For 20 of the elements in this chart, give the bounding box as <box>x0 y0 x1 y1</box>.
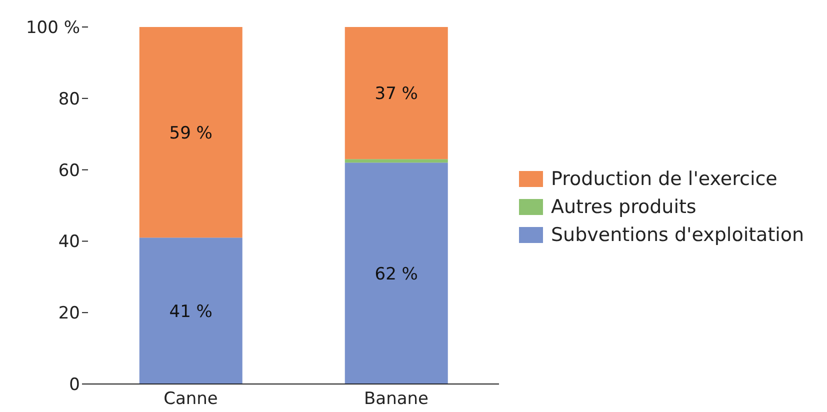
legend-label: Subventions d'exploitation <box>551 224 804 246</box>
data-label: 41 % <box>169 302 212 322</box>
y-tick-label: 80 <box>58 89 80 110</box>
y-tick-label: 0 <box>69 375 80 396</box>
bar <box>139 27 242 238</box>
data-label: 37 % <box>374 84 418 104</box>
bar <box>139 238 242 384</box>
y-tick-label: 20 <box>58 304 80 324</box>
y-tick-label: 100 % <box>26 18 80 38</box>
data-label: 59 % <box>169 123 212 144</box>
x-tick-label: Canne <box>164 389 218 410</box>
data-label: 62 % <box>374 264 418 284</box>
bar <box>344 162 448 384</box>
bar <box>344 159 448 163</box>
y-tick-label: 60 <box>58 160 80 181</box>
bar <box>344 27 448 160</box>
y-tick-label: 40 <box>58 232 80 252</box>
x-tick-label: Banane <box>364 389 429 410</box>
legend-label: Production de l'exercice <box>551 168 778 190</box>
legend-label: Autres produits <box>551 196 696 218</box>
